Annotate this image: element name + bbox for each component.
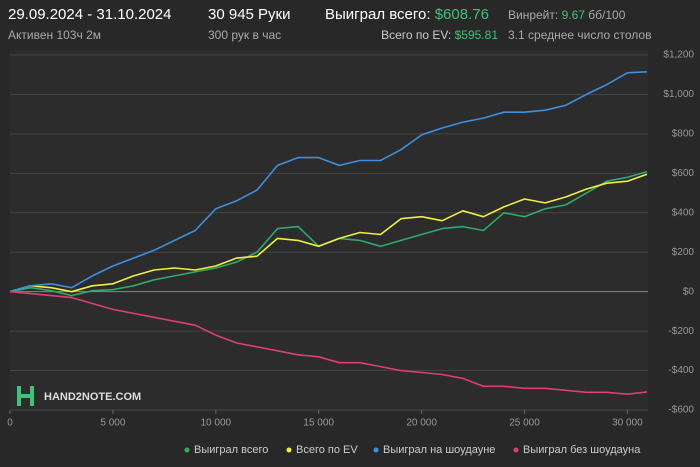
active-time: Активен 103ч 2м xyxy=(8,28,101,42)
y-tick-label: -$200 xyxy=(668,326,694,337)
plot-area xyxy=(10,50,648,412)
label: Выиграл всего: xyxy=(325,6,431,23)
y-tick-label: $600 xyxy=(672,168,695,179)
unit: бб/100 xyxy=(588,8,626,22)
series-line xyxy=(9,71,647,293)
label: Всего по EV: xyxy=(381,28,452,42)
y-tick-label: $200 xyxy=(672,247,695,258)
logo-text: HAND2NOTE.COM xyxy=(44,391,141,403)
legend-label: Выиграл на шоудауне xyxy=(383,444,495,456)
hands-per-hour: 300 рук в час xyxy=(208,28,282,42)
legend-label: Всего по EV xyxy=(296,444,358,456)
y-tick-label: -$400 xyxy=(668,365,694,376)
legend-marker xyxy=(373,447,379,453)
hands: 30 945 Руки xyxy=(208,6,291,23)
period: 29.09.2024 - 31.10.2024 xyxy=(8,6,172,23)
ev-total: Всего по EV: $595.81 xyxy=(381,28,498,42)
x-tick-label: 20 000 xyxy=(406,418,437,429)
x-tick-label: 25 000 xyxy=(509,418,540,429)
y-tick-label: $400 xyxy=(672,207,695,218)
series-line xyxy=(9,290,647,395)
tables: 3.1 среднее число столов xyxy=(508,28,652,42)
series-line xyxy=(9,173,648,293)
value: 9.67 xyxy=(561,8,585,22)
legend-label: Выиграл всего xyxy=(194,444,268,456)
logo: HAND2NOTE.COM xyxy=(17,386,141,406)
y-tick-label: $1,200 xyxy=(663,50,694,61)
winrate: Винрейт: 9.67 бб/100 xyxy=(508,8,625,22)
y-tick-label: $1,000 xyxy=(663,89,694,100)
y-tick-label: $800 xyxy=(672,129,695,140)
y-tick-label: $0 xyxy=(683,286,695,297)
x-tick-label: 30 000 xyxy=(612,418,643,429)
y-tick-label: -$600 xyxy=(668,405,694,416)
x-tick-label: 15 000 xyxy=(303,418,334,429)
legend-label: Выиграл без шоудауна xyxy=(523,444,641,456)
x-tick-label: 0 xyxy=(7,418,13,429)
value: $608.76 xyxy=(434,6,489,23)
x-tick-label: 5 000 xyxy=(100,418,125,429)
label: Винрейт: xyxy=(508,8,559,22)
legend-marker xyxy=(184,447,190,453)
x-tick-label: 10 000 xyxy=(201,418,232,429)
value: $595.81 xyxy=(454,28,498,42)
legend-marker xyxy=(513,447,519,453)
legend-marker xyxy=(286,447,292,453)
won-total: Выиграл всего: $608.76 xyxy=(325,6,489,23)
